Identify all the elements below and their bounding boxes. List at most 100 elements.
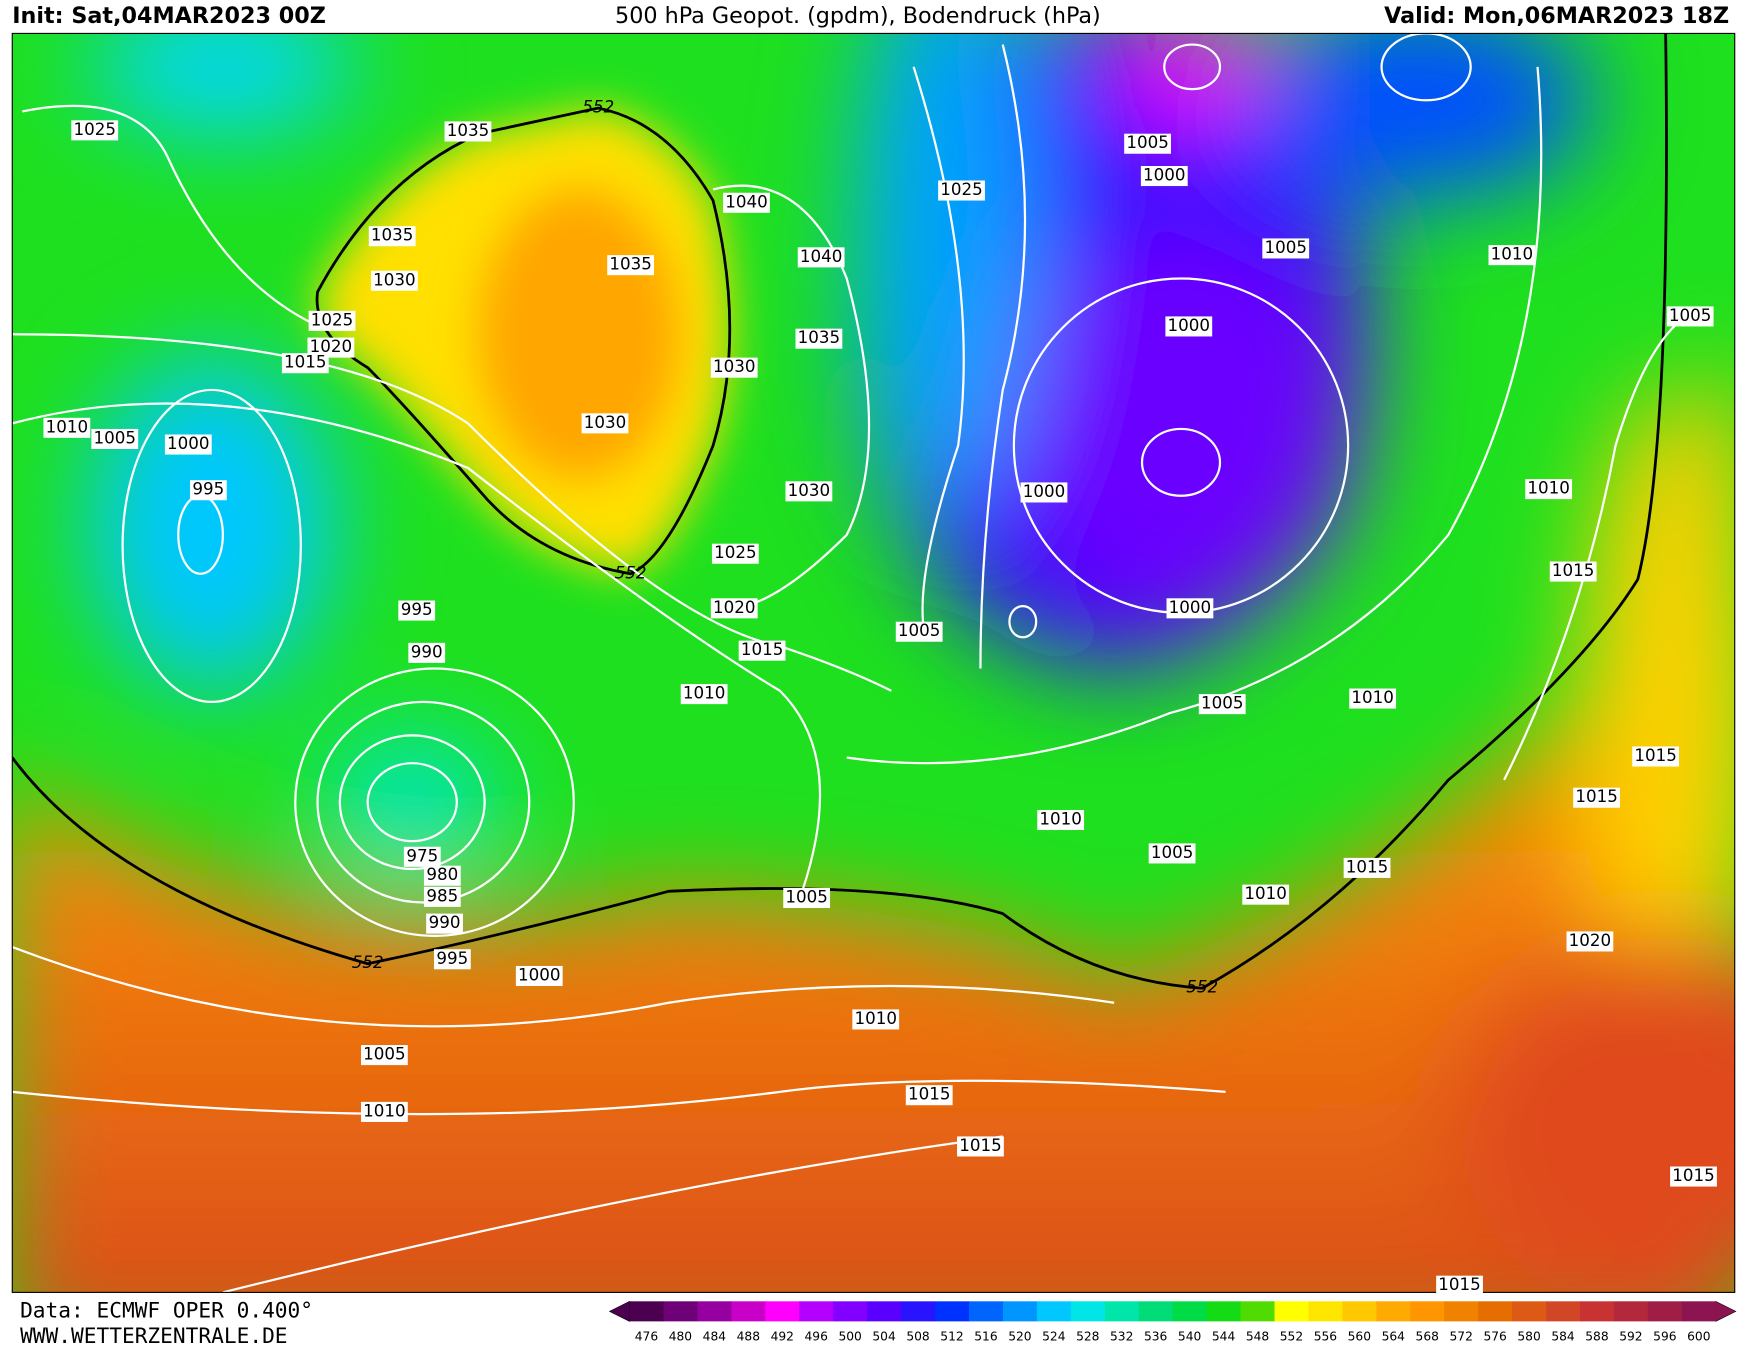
colorbar-swatch xyxy=(1580,1301,1615,1322)
isobar-label-box xyxy=(43,417,91,438)
isobar-label: 1010 xyxy=(1527,478,1570,498)
isobar-label-box xyxy=(360,1045,408,1066)
isobar-label-box xyxy=(895,621,943,642)
isobar-label: 1000 xyxy=(518,964,561,984)
isobar-label-box xyxy=(308,310,356,331)
contour-label: 552 xyxy=(615,562,647,582)
isobar-label: 1005 xyxy=(1201,693,1244,713)
colorbar-swatch xyxy=(1002,1301,1038,1322)
contour-label: 552 xyxy=(1186,977,1218,997)
isobar-label: 1005 xyxy=(1126,132,1169,152)
colorbar-swatch xyxy=(765,1301,800,1322)
colorbar-tick-label: 496 xyxy=(805,1329,829,1343)
isobar-label: 1000 xyxy=(1023,481,1066,501)
isobar-label: 985 xyxy=(426,885,458,905)
colorbar-swatch xyxy=(968,1301,1004,1322)
isobar-label: 1040 xyxy=(800,246,843,266)
colorbar-swatch xyxy=(1274,1301,1309,1322)
colorbar-swatch xyxy=(1613,1301,1649,1322)
isobar-label: 1005 xyxy=(898,620,941,640)
isobar-label: 1010 xyxy=(1491,244,1534,264)
colorbar-tick-label: 588 xyxy=(1585,1329,1608,1343)
isobar-label: 1000 xyxy=(1169,597,1212,617)
colorbar-tick-label: 524 xyxy=(1042,1329,1066,1343)
isobar-label-box xyxy=(607,255,655,276)
colorbar-tick-label: 600 xyxy=(1687,1329,1710,1343)
isobar-label-box xyxy=(1140,166,1188,187)
colorbar-swatch xyxy=(697,1301,732,1322)
isobar-label-box xyxy=(1525,479,1573,500)
isobar-label-box xyxy=(1666,306,1714,327)
isobar-label-box xyxy=(1124,133,1171,154)
isobar-label: 1025 xyxy=(73,119,116,139)
isobar-label: 1015 xyxy=(1575,786,1618,806)
isobar-label: 1005 xyxy=(785,886,828,906)
isobar-label: 1030 xyxy=(713,356,756,376)
isobar-label-box xyxy=(680,684,728,705)
isobar-label: 1025 xyxy=(311,309,354,329)
colorbar-swatch xyxy=(935,1301,970,1322)
isobar-label: 1010 xyxy=(1039,809,1082,829)
colorbar-tick-label: 552 xyxy=(1280,1329,1303,1343)
isobar-label-box xyxy=(71,120,119,141)
isobar-label: 1020 xyxy=(1569,930,1612,950)
contour-label: 552 xyxy=(352,952,384,972)
isobar-label: 1035 xyxy=(371,225,414,245)
isobar-label: 1005 xyxy=(363,1044,406,1064)
isobar-label-box xyxy=(423,865,461,886)
isobar-label-box xyxy=(852,1009,900,1030)
isobar-label: 1015 xyxy=(959,1135,1002,1155)
isobar-label: 1040 xyxy=(725,191,768,211)
data-source: Data: ECMWF OPER 0.400° xyxy=(20,1297,313,1322)
isobar-label-box xyxy=(360,1101,408,1122)
colorbar: 476 480 484 488 492 496 500 504 508 512 516 520 524 5… xyxy=(608,1300,1737,1343)
isobar-label-box xyxy=(1165,316,1213,337)
isobar-label-box xyxy=(1573,787,1620,808)
isobar-label-box xyxy=(1242,884,1290,905)
colorbar-swatch xyxy=(1647,1301,1683,1322)
isobar-label: 1015 xyxy=(741,639,784,659)
isobar-label: 1000 xyxy=(167,433,210,453)
isobar-label-box xyxy=(905,1085,953,1106)
colorbar-swatch xyxy=(1036,1301,1072,1322)
isobar-label: 1000 xyxy=(1168,315,1211,335)
isobar-label-box xyxy=(1436,1275,1483,1296)
colorbar-swatch xyxy=(1376,1301,1411,1322)
isobar-label-box xyxy=(1262,238,1310,259)
isobar-label-box xyxy=(403,846,441,867)
isobar-label-box xyxy=(723,192,770,213)
colorbar-swatch xyxy=(1240,1301,1276,1322)
colorbar-tick-label: 564 xyxy=(1382,1329,1406,1343)
colorbar-tick-label: 512 xyxy=(940,1329,963,1343)
site: WWW.WETTERZENTRALE.DE xyxy=(20,1323,287,1348)
colorbar-tick-label: 508 xyxy=(906,1329,929,1343)
colorbar-tick-label: 516 xyxy=(974,1329,998,1343)
isobar-label: 1025 xyxy=(714,542,757,562)
colorbar-arrow-right xyxy=(1715,1300,1737,1322)
isobar-label-box xyxy=(281,353,329,374)
isobar-label: 1020 xyxy=(713,597,756,617)
isobar-label-box xyxy=(710,598,758,619)
colorbar-swatch xyxy=(1478,1301,1513,1322)
isobar-label: 1010 xyxy=(1351,687,1394,707)
isobar-label-box xyxy=(1488,245,1536,266)
colorbar-swatch xyxy=(1206,1301,1242,1322)
init-time: Init: Sat,04MAR2023 00Z xyxy=(12,3,326,29)
isobar-label-box xyxy=(444,121,492,142)
colorbar-tick-label: 576 xyxy=(1483,1329,1507,1343)
isobar-label: 1015 xyxy=(1672,1165,1715,1185)
colorbar-tick-label: 536 xyxy=(1144,1329,1168,1343)
isobar-label: 1010 xyxy=(363,1100,406,1120)
isobar-label: 1015 xyxy=(1634,745,1677,765)
isobars xyxy=(12,33,1695,1293)
isobar-label: 1025 xyxy=(940,179,983,199)
colorbar-swatch xyxy=(1070,1301,1106,1322)
isobar-label-box xyxy=(1343,857,1391,878)
isobar-label-box xyxy=(307,337,355,358)
colorbar-swatch xyxy=(901,1301,936,1322)
isobar-label-box xyxy=(1670,1166,1717,1187)
isobar-label: 1030 xyxy=(373,269,416,289)
colorbar-swatch xyxy=(1138,1301,1174,1322)
